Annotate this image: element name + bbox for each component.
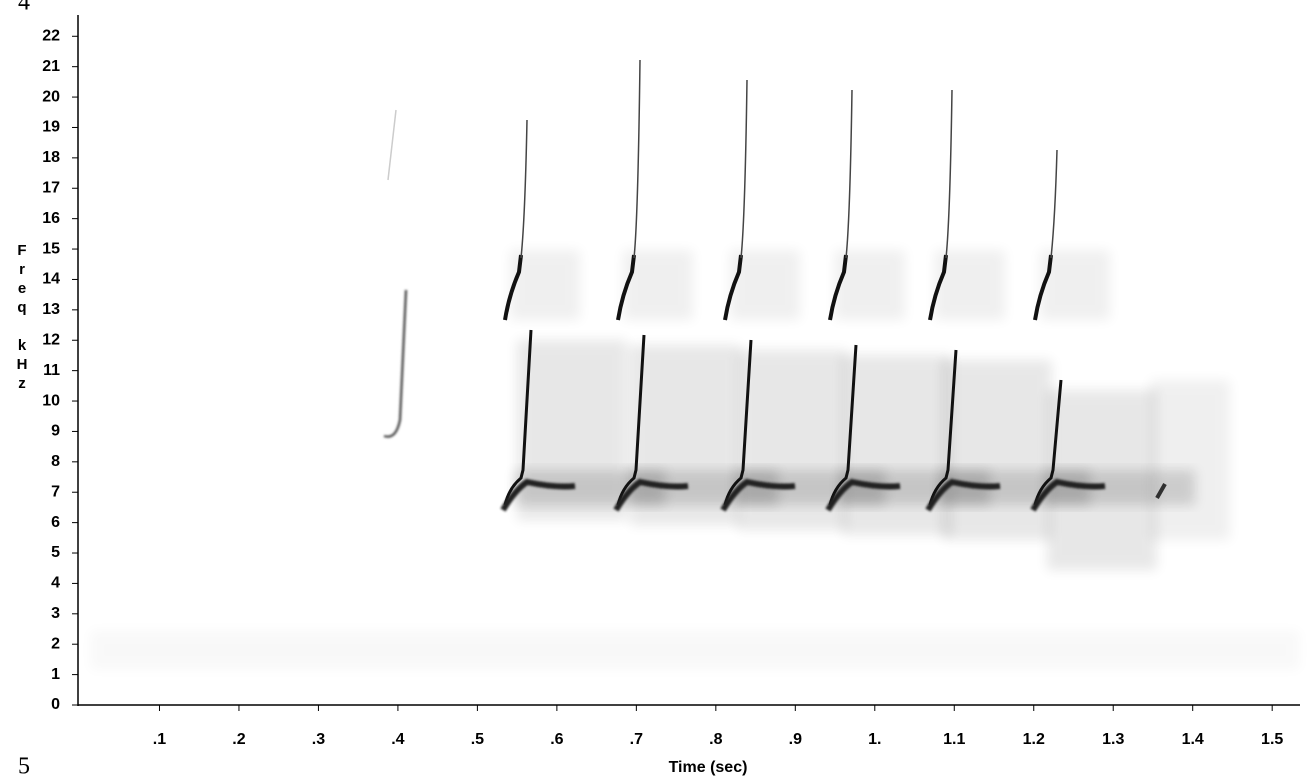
x-tick-label: .6: [550, 731, 563, 748]
y-tick-label: 13: [42, 301, 60, 318]
trace: [723, 254, 743, 321]
trace: [503, 254, 523, 321]
smear: [942, 360, 1052, 540]
trace: [945, 89, 953, 259]
x-tick-label: .3: [312, 731, 325, 748]
y-tick-label: 14: [42, 271, 60, 288]
y-tick-label: 9: [51, 423, 60, 440]
x-tick-label: .5: [471, 731, 484, 748]
trace: [1030, 478, 1106, 512]
trace: [720, 478, 796, 512]
x-tick-label: .9: [789, 731, 802, 748]
y-tick-label: 5: [51, 544, 60, 561]
noise-band: [90, 630, 1300, 670]
corner-label: 4: [18, 0, 30, 16]
y-tick-label: 1: [51, 666, 60, 683]
y-tick-label: 3: [51, 605, 60, 622]
y-tick-label: 8: [51, 453, 60, 470]
smear: [842, 355, 952, 535]
trace: [1033, 254, 1053, 321]
x-tick-label: 1.5: [1261, 731, 1283, 748]
y-axis-label: Freq kHz: [14, 242, 31, 394]
y-tick-label: 18: [42, 149, 60, 166]
y-tick-label: 4: [51, 575, 60, 592]
trace: [520, 119, 528, 259]
trace: [828, 254, 848, 321]
trace: [1050, 149, 1058, 259]
x-tick-label: 1.1: [943, 731, 965, 748]
y-tick-label: 16: [42, 210, 60, 227]
trace: [387, 109, 397, 181]
y-tick-label: 12: [42, 331, 60, 348]
x-tick-label: .4: [391, 731, 404, 748]
smear: [1150, 380, 1230, 540]
y-tick-label: 22: [42, 27, 60, 44]
y-tick-label: 21: [42, 58, 60, 75]
y-tick-label: 0: [51, 696, 60, 713]
y-tick-label: 19: [42, 119, 60, 136]
y-tick-label: 17: [42, 179, 60, 196]
trace: [633, 59, 641, 259]
y-tick-label: 15: [42, 240, 60, 257]
x-tick-label: .1: [153, 731, 166, 748]
x-tick-label: .8: [709, 731, 722, 748]
trace: [383, 289, 408, 438]
spectrogram-traces: [90, 59, 1300, 670]
trace: [845, 89, 853, 259]
trace: [925, 478, 1001, 512]
y-tick-label: 11: [43, 362, 60, 379]
y-tick-label: 7: [51, 483, 60, 500]
trace: [500, 478, 576, 512]
x-tick-label: 1.4: [1182, 731, 1204, 748]
x-tick-label: .2: [232, 731, 245, 748]
y-tick-label: 6: [51, 514, 60, 531]
y-tick-label: 20: [42, 88, 60, 105]
trace: [825, 478, 901, 512]
x-tick-label: 1.3: [1102, 731, 1124, 748]
x-tick-label: .7: [630, 731, 643, 748]
trace: [616, 254, 636, 321]
trace: [613, 478, 689, 512]
y-tick-label: 2: [51, 635, 60, 652]
x-tick-label: 1.2: [1023, 731, 1045, 748]
trace: [928, 254, 948, 321]
x-tick-label: 1.: [868, 731, 881, 748]
y-tick-label: 10: [42, 392, 60, 409]
corner-label: 5: [18, 754, 30, 780]
trace: [740, 79, 748, 259]
x-axis-label: Time (sec): [669, 759, 748, 776]
